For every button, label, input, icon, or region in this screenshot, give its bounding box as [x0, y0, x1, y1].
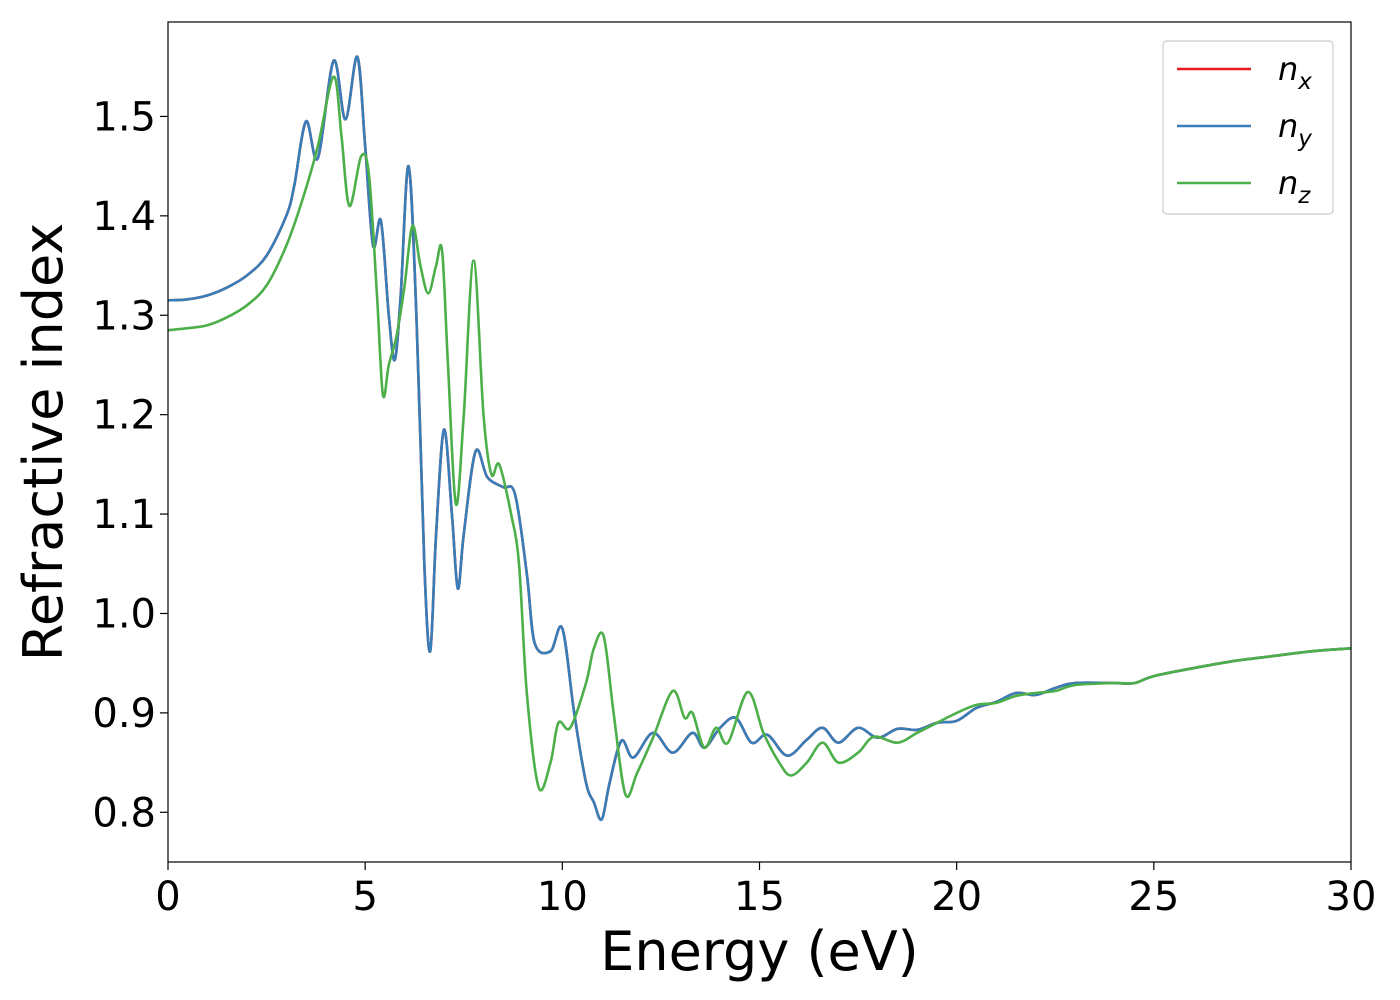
legend-label-subscript: y — [1297, 126, 1312, 152]
y-tick-label: 0.9 — [92, 691, 156, 737]
legend-label-subscript: x — [1297, 69, 1312, 95]
y-tick-label: 1.0 — [92, 591, 156, 637]
y-tick-label: 1.4 — [92, 194, 156, 240]
legend-label-nz: nz — [1278, 164, 1311, 209]
series-line-nz — [167, 75, 1352, 798]
legend-label-base: n — [1278, 50, 1298, 88]
x-tick-label: 5 — [352, 874, 377, 920]
series-line-ny — [167, 55, 1352, 822]
legend-label-base: n — [1278, 164, 1298, 202]
series-layer — [167, 55, 1352, 822]
legend-label-nx: nx — [1278, 50, 1312, 95]
legend-label-ny: ny — [1278, 107, 1312, 152]
y-tick-label: 0.8 — [92, 790, 156, 836]
y-tick-label: 1.3 — [92, 293, 156, 339]
legend-label-subscript: z — [1297, 183, 1311, 209]
x-tick-label: 15 — [734, 874, 785, 920]
y-tick-label: 1.5 — [92, 94, 156, 140]
x-tick-label: 30 — [1326, 874, 1377, 920]
y-axis: 0.8 0.9 1.0 1.1 1.2 1.3 1.4 1.5 — [92, 94, 168, 836]
x-tick-label: 25 — [1128, 874, 1179, 920]
x-axis-label: Energy (eV) — [600, 920, 919, 983]
x-tick-label: 20 — [931, 874, 982, 920]
y-axis-label: Refractive index — [12, 223, 75, 662]
x-tick-label: 0 — [155, 874, 180, 920]
legend-label-base: n — [1278, 107, 1298, 145]
y-tick-label: 1.2 — [92, 393, 156, 439]
y-tick-label: 1.1 — [92, 492, 156, 538]
x-axis: 0 5 10 15 20 25 30 — [155, 862, 1376, 920]
x-tick-label: 10 — [537, 874, 588, 920]
legend-box — [1162, 40, 1334, 215]
